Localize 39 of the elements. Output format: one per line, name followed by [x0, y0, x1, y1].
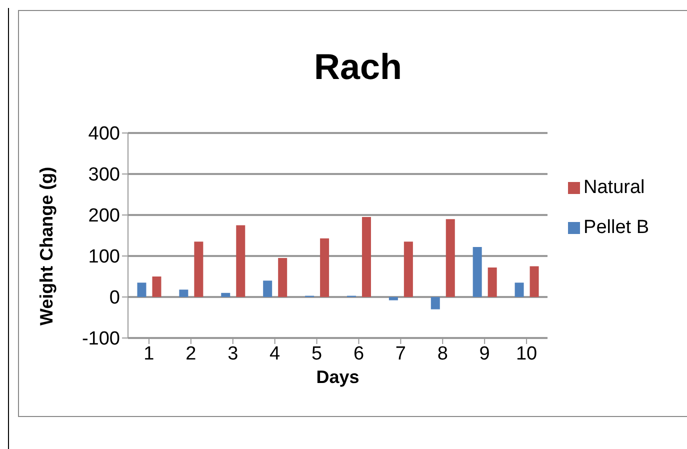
y-tick-label: 100	[88, 246, 120, 268]
bar	[137, 282, 146, 297]
x-tick-label: 4	[270, 343, 281, 364]
bar	[430, 297, 440, 310]
x-tick-label: 10	[516, 343, 538, 364]
chart-title: Rach	[312, 46, 404, 88]
legend-label: Pellet B	[584, 217, 649, 238]
bar	[221, 292, 230, 297]
bar	[446, 219, 455, 297]
bar	[320, 238, 330, 297]
x-tick-label: 3	[228, 343, 238, 364]
bar	[404, 242, 413, 297]
x-tick-label: 9	[479, 343, 490, 364]
y-tick-label: 200	[88, 206, 120, 227]
bar	[514, 282, 524, 297]
x-tick-label: 5	[311, 343, 322, 364]
bar	[362, 217, 371, 297]
bar	[236, 225, 246, 297]
bar	[278, 258, 288, 297]
y-tick-label: 400	[88, 124, 120, 145]
bar	[152, 276, 162, 297]
x-axis-title: Days	[316, 367, 360, 387]
bar	[488, 267, 497, 297]
bar	[263, 280, 272, 297]
bar	[472, 246, 482, 297]
x-tick-label: 6	[353, 343, 364, 364]
x-tick-label: 8	[437, 343, 448, 364]
y-tick-label: -100	[82, 328, 120, 350]
y-tick-label: 0	[109, 288, 120, 309]
bar	[179, 290, 188, 297]
y-axis-title: Weight Change (g)	[36, 166, 56, 326]
bar	[530, 266, 539, 297]
bar	[194, 242, 204, 297]
x-tick-label: 1	[144, 343, 154, 364]
x-tick-label: 2	[186, 343, 196, 364]
x-tick-label: 7	[395, 343, 406, 364]
bar	[388, 297, 398, 300]
y-tick-label: 300	[88, 164, 120, 186]
legend-label: Natural	[584, 177, 645, 198]
